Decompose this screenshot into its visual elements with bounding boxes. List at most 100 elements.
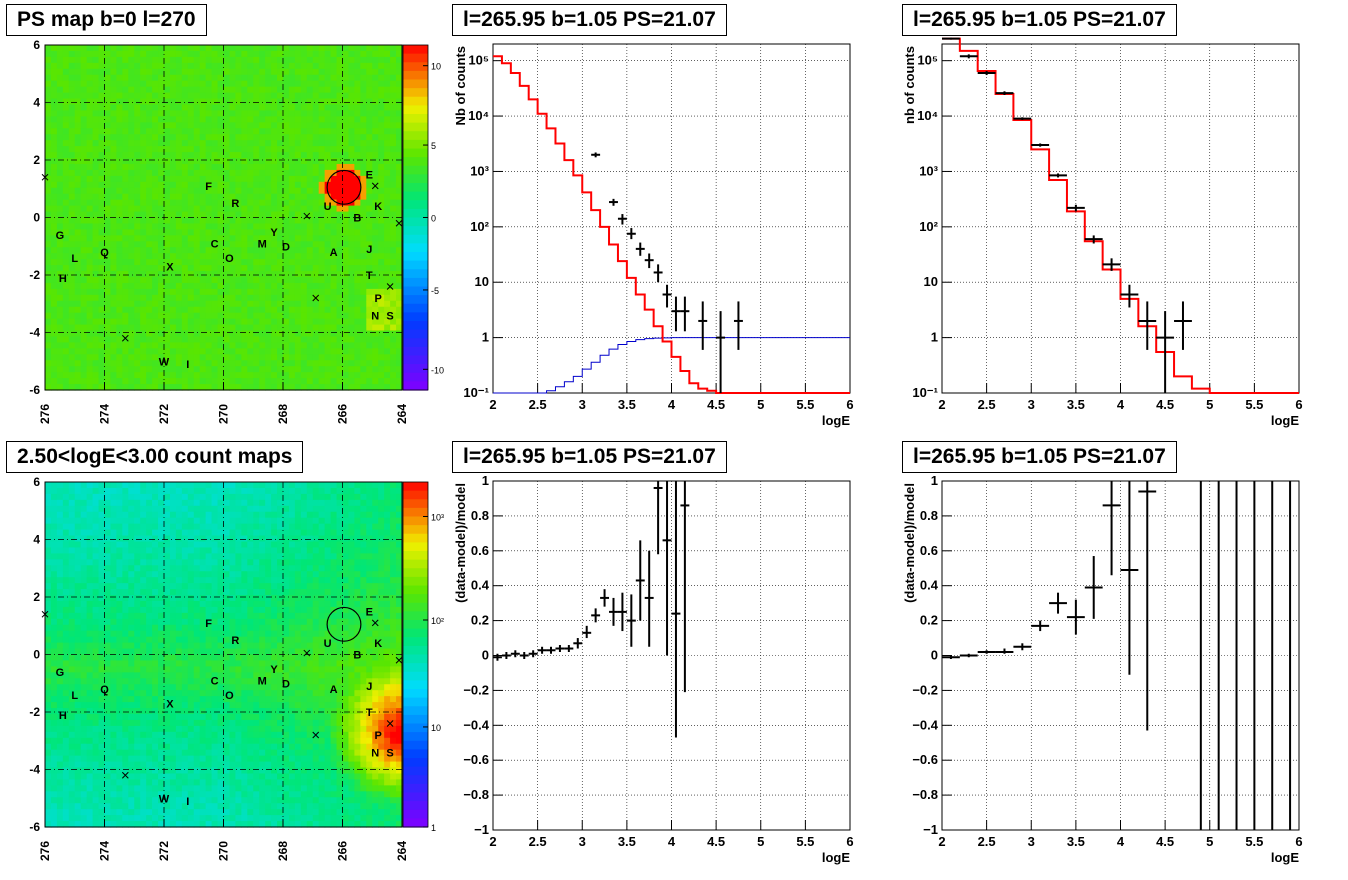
colorbar-segment	[403, 560, 428, 569]
y-tick-label: 0	[931, 648, 938, 663]
colorbar-tick-label: 5	[431, 141, 436, 151]
y-tick-label: -4	[29, 326, 40, 340]
colorbar-segment	[403, 534, 428, 543]
colorbar-tick-label: -5	[431, 286, 439, 296]
colorbar-segment	[403, 542, 428, 551]
colorbar-segment	[403, 732, 428, 741]
colorbar-segment	[403, 818, 428, 827]
x-tick-label: 5	[1206, 397, 1213, 412]
colorbar-segment	[403, 54, 428, 63]
colorbar-segment	[403, 724, 428, 733]
colorbar-segment	[403, 330, 428, 339]
colorbar-segment	[403, 269, 428, 278]
y-tick-label: 10³	[470, 163, 489, 178]
x-axis-label: logE	[1271, 850, 1299, 865]
x-tick-label: 2.5	[529, 397, 547, 412]
y-tick-label: 10⁻¹	[912, 385, 938, 400]
colorbar-segment	[403, 114, 428, 123]
source-label: K	[374, 638, 382, 650]
x-tick-label: 272	[157, 841, 171, 861]
colorbar-segment	[403, 603, 428, 612]
colorbar-segment	[403, 767, 428, 776]
x-tick-label: 2.5	[978, 834, 996, 849]
x-tick-label: 270	[217, 404, 231, 424]
y-tick-label: 1	[931, 330, 938, 345]
y-tick-label: 10²	[470, 219, 489, 234]
x-tick-label: 5.5	[796, 397, 814, 412]
source-label: H	[59, 273, 67, 285]
colorbar-segment	[403, 45, 428, 54]
source-label: E	[366, 169, 373, 181]
colorbar-segment	[403, 577, 428, 586]
x-tick-label: 264	[395, 841, 409, 861]
x-tick-label: 272	[157, 404, 171, 424]
x-tick-label: 3	[1028, 397, 1035, 412]
source-label: F	[205, 181, 212, 193]
x-tick-label: 3.5	[618, 397, 636, 412]
x-tick-label: 5	[757, 834, 764, 849]
x-tick-label: 4.5	[707, 834, 725, 849]
source-label: J	[366, 244, 372, 256]
x-tick-label: 4.5	[1156, 834, 1174, 849]
colorbar-segment	[403, 706, 428, 715]
colorbar-segment	[403, 71, 428, 80]
colorbar-segment	[403, 80, 428, 89]
x-tick-label: 3.5	[618, 834, 636, 849]
x-tick-label: 268	[276, 404, 290, 424]
source-label: L	[71, 253, 78, 265]
colorbar-segment	[403, 801, 428, 810]
colorbar-segment	[403, 312, 428, 321]
x-tick-label: 5	[757, 397, 764, 412]
x-tick-label: 276	[38, 404, 52, 424]
y-tick-label: 2	[33, 153, 40, 167]
colorbar-segment	[403, 655, 428, 664]
colorbar-segment	[403, 672, 428, 681]
colorbar-segment	[403, 278, 428, 287]
colorbar-segment	[403, 183, 428, 192]
y-tick-label: 10	[924, 274, 938, 289]
source-label: U	[324, 201, 332, 213]
y-tick-label: −0.6	[463, 752, 489, 767]
y-tick-label: 10⁴	[468, 108, 489, 123]
source-label: Q	[100, 247, 109, 259]
colorbar-tick-label: 10³	[431, 513, 444, 523]
x-tick-label: 6	[846, 397, 853, 412]
x-tick-label: 6	[846, 834, 853, 849]
source-label: L	[71, 690, 78, 702]
colorbar-segment	[403, 243, 428, 252]
source-label: B	[353, 650, 361, 662]
y-tick-label: 0.4	[920, 578, 939, 593]
colorbar-tick-label: 10	[431, 62, 441, 72]
colorbar-segment	[403, 749, 428, 758]
source-label: M	[258, 238, 267, 250]
x-tick-label: 6	[1295, 397, 1302, 412]
source-label: N	[371, 310, 379, 322]
colorbar-segment	[403, 663, 428, 672]
colorbar-segment	[403, 499, 428, 508]
colorbar-segment	[403, 200, 428, 209]
y-tick-label: 1	[482, 330, 489, 345]
x-tick-label: 274	[98, 841, 112, 861]
y-tick-label: 0.8	[471, 508, 489, 523]
source-label: S	[386, 310, 393, 322]
colorbar-segment	[403, 174, 428, 183]
colorbar-segment	[403, 689, 428, 698]
colorbar-segment	[403, 123, 428, 132]
y-tick-label: 2	[33, 590, 40, 604]
colorbar-segment	[403, 192, 428, 201]
colorbar-segment	[403, 620, 428, 629]
colorbar-tick-label: -10	[431, 365, 444, 375]
colorbar-segment	[403, 715, 428, 724]
y-tick-label: 10²	[919, 219, 938, 234]
source-label: Y	[270, 227, 278, 239]
source-label: T	[366, 707, 373, 719]
source-label: C	[211, 675, 219, 687]
y-tick-label: -4	[29, 763, 40, 777]
y-tick-label: 10⁵	[468, 53, 489, 68]
colorbar-segment	[403, 784, 428, 793]
spec-mid-title: l=265.95 b=1.05 PS=21.07	[452, 4, 727, 36]
